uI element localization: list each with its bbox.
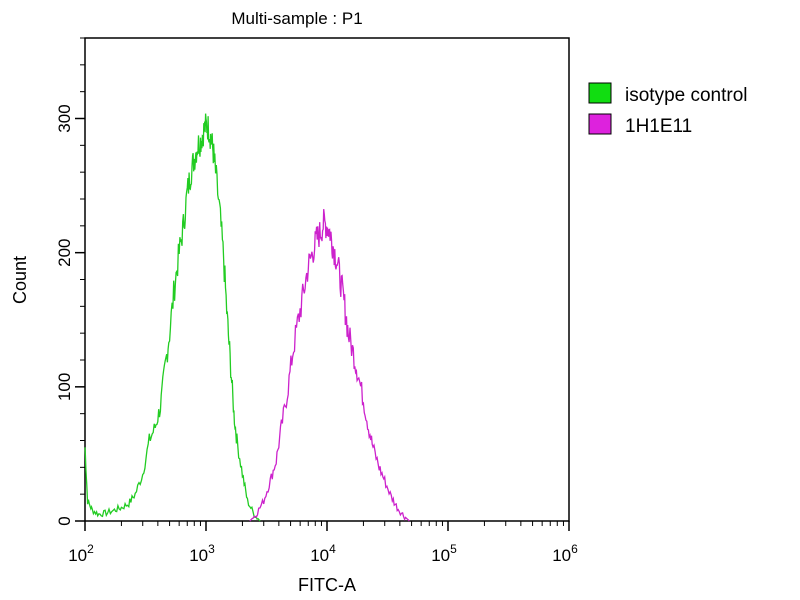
series-line-isotype-control (84, 113, 261, 522)
legend-label-1h1e11: 1H1E11 (625, 116, 692, 137)
y-axis-ticks: 0 100 200 300 (55, 37, 85, 526)
x-tick-label: 105 (431, 542, 457, 565)
legend-swatch-isotype-control (588, 82, 612, 104)
series-line-1h1e11 (249, 209, 410, 522)
x-axis-ticks: 102 103 104 105 106 (68, 521, 578, 565)
x-tick-label: 104 (310, 542, 336, 565)
x-axis-label: FITC-A (298, 575, 356, 595)
x-tick-label: 103 (189, 542, 215, 565)
y-tick-label: 200 (55, 238, 74, 266)
legend: isotype control 1H1E11 (588, 82, 748, 137)
plot-frame (84, 37, 570, 522)
legend-swatch-1h1e11 (588, 113, 612, 135)
x-tick-label: 102 (68, 542, 94, 565)
series-layer (84, 113, 410, 522)
y-tick-label: 100 (55, 373, 74, 401)
y-axis-label: Count (10, 256, 30, 304)
y-tick-label: 300 (55, 104, 74, 132)
x-tick-label: 106 (552, 542, 578, 565)
chart-title: Multi-sample : P1 (231, 9, 362, 28)
legend-label-isotype-control: isotype control (625, 85, 748, 106)
y-tick-label: 0 (55, 516, 74, 525)
